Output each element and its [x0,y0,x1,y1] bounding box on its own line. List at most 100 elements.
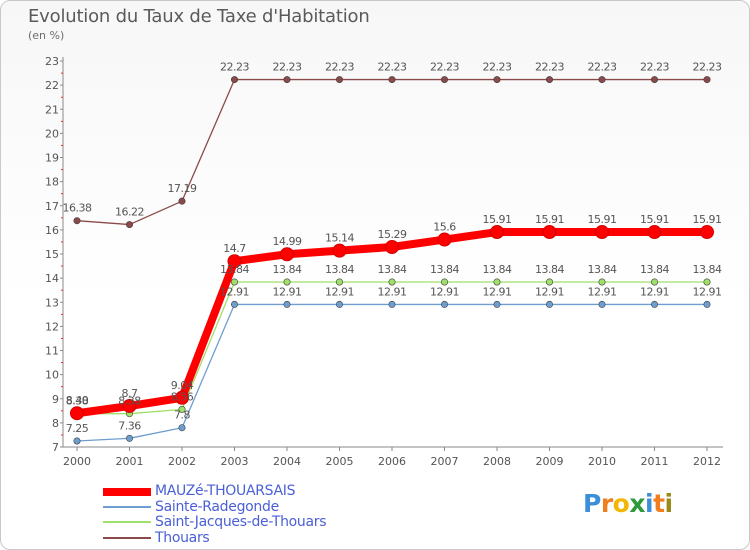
legend-item-mauze: MAUZé-THOUARSAIS [103,483,403,500]
data-label: 22.23 [535,61,564,74]
data-point [283,278,291,286]
y-tick-label: 22 [45,79,59,92]
data-label: 13.84 [325,263,354,276]
y-tick-label: 10 [45,369,59,382]
data-label: 12.91 [220,285,249,298]
legend-swatch-thouars [103,536,151,539]
data-label: 15.91 [535,213,564,226]
data-label: 22.23 [378,61,407,74]
x-tick-label: 2003 [221,455,249,468]
series-line-3 [76,78,708,226]
data-label: 7.8 [174,409,190,422]
data-point [490,225,504,240]
data-label: 15.91 [588,213,617,226]
series-line-1 [76,303,708,442]
data-label: 15.91 [640,213,669,226]
data-label: 12.91 [588,285,617,298]
data-point [595,225,609,240]
chart-subtitle: (en %) [28,29,65,42]
data-point [650,278,658,286]
data-label: 12.91 [430,285,459,298]
y-tick-label: 16 [45,224,59,237]
data-point [73,437,81,445]
data-point [122,398,137,413]
data-label: 7.36 [118,419,141,432]
y-tick-label: 17 [45,200,59,213]
data-point [545,278,553,286]
y-tick-label: 14 [45,272,59,285]
data-point [650,76,658,84]
data-point [227,254,242,269]
data-label: 15.14 [325,232,354,245]
data-point [231,278,239,286]
logo-letter: o [612,489,630,518]
data-label: 22.23 [273,61,302,74]
legend-item-sainte-radegonde: Sainte-Radegonde [103,499,403,516]
logo-letter: t [653,489,665,518]
data-point [703,76,711,84]
data-point [545,300,553,308]
data-label: 8.7 [122,387,138,400]
data-label: 22.23 [220,61,249,74]
data-point [231,76,239,84]
data-label: 13.84 [430,263,459,276]
data-point [440,300,448,308]
data-label: 8.56 [171,390,194,403]
data-point [385,240,399,255]
data-point [335,278,343,286]
y-tick-label: 19 [45,152,59,165]
data-point [493,300,501,308]
x-tick-label: 2007 [431,455,459,468]
data-point [335,300,343,308]
data-point [388,278,396,286]
chart-legend: MAUZé-THOUARSAIS Sainte-Radegonde Saint-… [103,483,403,547]
y-tick-label: 12 [45,320,59,333]
data-label: 22.23 [483,61,512,74]
x-tick-label: 2012 [693,455,721,468]
data-label: 8.40 [66,394,89,407]
legend-swatch-mauze [103,488,151,496]
data-label: 14.99 [273,235,302,248]
data-label: 22.23 [693,61,722,74]
data-label: 17.19 [168,182,197,195]
y-tick-label: 7 [52,441,59,454]
data-point [178,424,186,432]
data-point [178,197,186,205]
data-point [437,232,452,247]
y-tick-label: 21 [45,103,59,116]
data-label: 13.84 [273,263,302,276]
x-tick-label: 2002 [168,455,196,468]
data-label: 8.38 [118,395,141,408]
x-tick-label: 2010 [588,455,616,468]
data-label: 13.84 [220,263,249,276]
data-point [388,76,396,84]
data-point [650,300,658,308]
data-label: 12.91 [535,285,564,298]
data-point [440,278,448,286]
x-tick-label: 2005 [326,455,354,468]
x-tick-label: 2004 [273,455,301,468]
logo-letter: i [664,489,674,518]
logo-letter: x [629,489,645,518]
data-point [388,300,396,308]
data-point [231,300,239,308]
data-label: 15.91 [693,213,722,226]
data-label: 16.22 [115,206,144,219]
data-label: 12.91 [483,285,512,298]
data-label: 7.25 [66,422,89,435]
data-label: 13.84 [640,263,669,276]
data-label: 16.38 [63,202,92,215]
chart-title: Evolution du Taux de Taxe d'Habitation [28,6,370,27]
data-point [73,217,81,225]
data-point [126,221,134,229]
y-tick-label: 23 [45,55,59,68]
data-label: 9.04 [171,379,194,392]
y-tick-label: 18 [45,176,59,189]
data-point [332,243,347,258]
data-label: 13.84 [378,263,407,276]
legend-item-thouars: Thouars [103,530,403,547]
data-point [283,76,291,84]
x-tick-label: 2009 [536,455,564,468]
